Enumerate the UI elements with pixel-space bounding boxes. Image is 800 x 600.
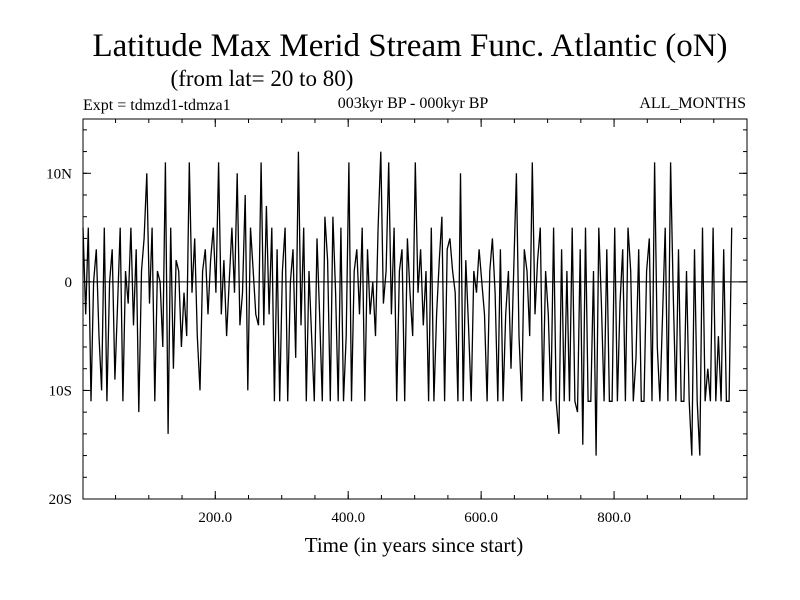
chart-subtitle: (from lat= 20 to 80) (171, 66, 354, 91)
y-tick-label: 0 (65, 275, 73, 291)
y-tick-label: 10S (49, 383, 72, 399)
experiment-label: Expt = tdmzd1-tdmza1 (83, 97, 231, 114)
chart-title: Latitude Max Merid Stream Func. Atlantic… (92, 28, 727, 64)
period-label: 003kyr BP - 000kyr BP (338, 95, 489, 112)
minor-ticks (83, 119, 747, 499)
y-axis: 10N 0 10S 20S (46, 166, 747, 508)
series-line (82, 151, 733, 456)
x-tick-label: 400.0 (331, 510, 365, 526)
x-tick-label: 600.0 (464, 510, 498, 526)
y-tick-label: 20S (49, 492, 72, 508)
x-tick-label: 200.0 (198, 510, 232, 526)
months-label: ALL_MONTHS (639, 95, 746, 112)
x-axis-label: Time (in years since start) (305, 533, 524, 557)
y-tick-label: 10N (46, 166, 72, 182)
x-tick-label: 800.0 (597, 510, 631, 526)
x-axis: 200.0 400.0 600.0 800.0 (198, 119, 631, 526)
